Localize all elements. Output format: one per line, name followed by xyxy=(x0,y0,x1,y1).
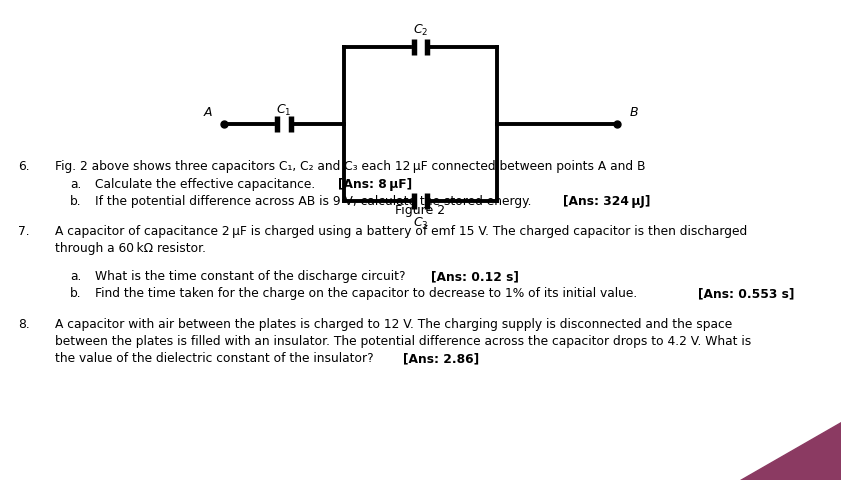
Text: What is the time constant of the discharge circuit?: What is the time constant of the dischar… xyxy=(95,269,410,282)
Text: If the potential difference across AB is 9 V, calculate the stored energy.: If the potential difference across AB is… xyxy=(95,194,536,207)
Text: the value of the dielectric constant of the insulator?: the value of the dielectric constant of … xyxy=(55,351,378,364)
Text: [Ans: 8 μF]: [Ans: 8 μF] xyxy=(338,178,412,191)
Text: $B$: $B$ xyxy=(629,106,639,119)
Text: b.: b. xyxy=(70,194,82,207)
Text: 8.: 8. xyxy=(18,317,29,330)
Text: between the plates is filled with an insulator. The potential difference across : between the plates is filled with an ins… xyxy=(55,334,751,347)
Text: Find the time taken for the charge on the capacitor to decrease to 1% of its ini: Find the time taken for the charge on th… xyxy=(95,287,641,300)
Text: Figure 2: Figure 2 xyxy=(395,204,446,217)
Text: a.: a. xyxy=(70,269,82,282)
Text: [Ans: 324 μJ]: [Ans: 324 μJ] xyxy=(563,194,650,207)
Text: A capacitor with air between the plates is charged to 12 V. The charging supply : A capacitor with air between the plates … xyxy=(55,317,733,330)
Text: $C_3$: $C_3$ xyxy=(413,216,428,230)
Text: $C_1$: $C_1$ xyxy=(276,103,292,118)
Text: Fig. 2 above shows three capacitors C₁, C₂ and C₃ each 12 μF connected between p: Fig. 2 above shows three capacitors C₁, … xyxy=(55,160,646,173)
Text: A capacitor of capacitance 2 μF is charged using a battery of emf 15 V. The char: A capacitor of capacitance 2 μF is charg… xyxy=(55,225,748,238)
Text: through a 60 kΩ resistor.: through a 60 kΩ resistor. xyxy=(55,241,206,254)
Text: 6.: 6. xyxy=(18,160,29,173)
Text: a.: a. xyxy=(70,178,82,191)
Text: Calculate the effective capacitance.: Calculate the effective capacitance. xyxy=(95,178,319,191)
Text: [Ans: 0.12 s]: [Ans: 0.12 s] xyxy=(431,269,519,282)
Text: [Ans: 0.553 s]: [Ans: 0.553 s] xyxy=(698,287,795,300)
Text: $A$: $A$ xyxy=(204,106,214,119)
Text: b.: b. xyxy=(70,287,82,300)
Polygon shape xyxy=(740,422,841,480)
Text: 7.: 7. xyxy=(18,225,29,238)
Text: $C_2$: $C_2$ xyxy=(413,23,428,37)
Text: [Ans: 2.86]: [Ans: 2.86] xyxy=(403,351,479,364)
